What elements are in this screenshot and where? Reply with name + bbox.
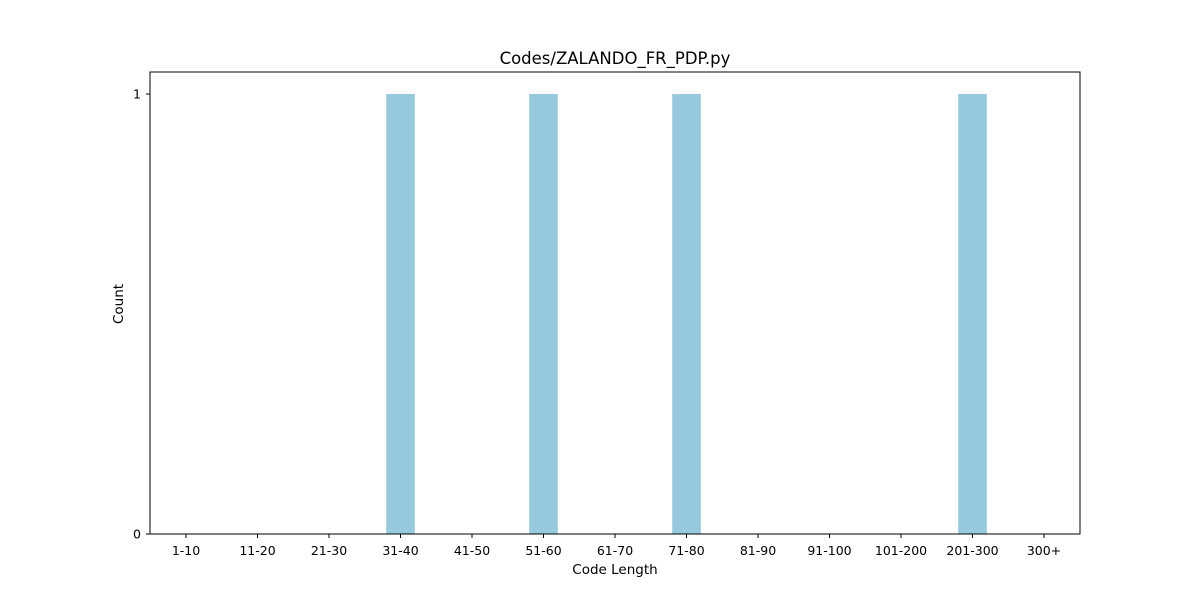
x-tick-label: 81-90	[740, 543, 776, 558]
x-tick-label: 31-40	[382, 543, 418, 558]
bars-group	[386, 94, 987, 534]
x-tick-label: 51-60	[525, 543, 561, 558]
bar-31-40	[386, 94, 415, 534]
plot-frame	[149, 71, 1081, 535]
x-tick-label: 11-20	[239, 543, 275, 558]
y-tick-label: 0	[133, 527, 141, 542]
x-tick-label: 300+	[1027, 543, 1061, 558]
y-axis-label: Count	[111, 284, 127, 324]
y-tick-label: 1	[133, 87, 141, 102]
x-tick-label: 91-100	[807, 543, 851, 558]
x-tick-label: 201-300	[946, 543, 998, 558]
x-tick-label: 61-70	[597, 543, 633, 558]
x-tick-label: 41-50	[454, 543, 490, 558]
x-tick-label: 1-10	[172, 543, 200, 558]
bar-51-60	[529, 94, 558, 534]
x-axis-ticks: 1-10 11-20 21-30 31-40 41-50 51-60 61-70 71-80 8…	[172, 534, 1061, 558]
y-axis-ticks: 01	[133, 87, 150, 542]
x-tick-label: 21-30	[311, 543, 347, 558]
bar-71-80	[672, 94, 701, 534]
x-tick-label: 101-200	[875, 543, 927, 558]
bar-201-300	[958, 94, 987, 534]
chart-title: Codes/ZALANDO_FR_PDP.py	[500, 49, 731, 69]
x-axis-label: Code Length	[572, 562, 657, 578]
x-tick-label: 71-80	[668, 543, 704, 558]
